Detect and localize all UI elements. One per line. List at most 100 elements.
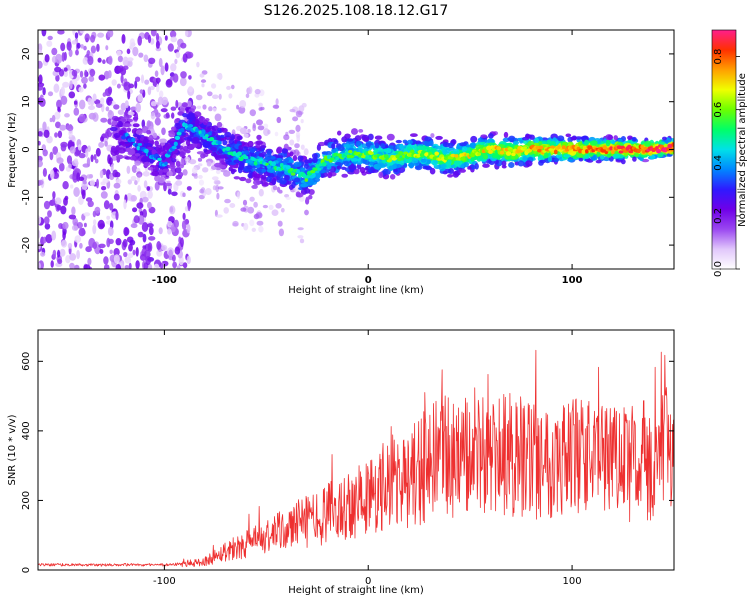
spectral-noise-blob xyxy=(120,74,124,84)
spectrogram-x-label: Height of straight line (km) xyxy=(288,285,424,296)
spectral-band-blob xyxy=(126,114,132,119)
spectral-ridge-blob xyxy=(453,154,459,158)
spectral-noise-blob xyxy=(188,75,192,80)
spectral-noise-blob xyxy=(142,233,147,243)
spectral-band-blob xyxy=(346,138,354,142)
spectral-noise-blob xyxy=(113,193,120,201)
spectral-noise-blob xyxy=(132,249,136,256)
spectral-band-blob xyxy=(364,167,369,171)
spectral-band-blob xyxy=(522,139,528,144)
spectral-band-blob xyxy=(151,165,159,172)
spectral-band-blob xyxy=(200,153,206,159)
spectral-band-blob xyxy=(316,144,321,151)
spectral-noise-blob xyxy=(88,112,97,120)
spectral-band-blob xyxy=(146,147,154,151)
spectral-noise-blob xyxy=(159,90,164,98)
spectral-noise-blob xyxy=(201,83,205,88)
spectral-band-blob xyxy=(241,146,249,152)
spectral-band-blob xyxy=(277,171,283,178)
spectral-band-blob xyxy=(517,160,525,167)
spectral-noise-blob xyxy=(60,86,65,96)
spectral-band-blob xyxy=(352,157,358,162)
spectral-ridge-blob xyxy=(549,145,556,149)
spectral-band-blob xyxy=(447,174,454,178)
spectral-noise-blob xyxy=(133,215,140,224)
spectral-noise-blob xyxy=(49,151,54,161)
spectral-noise-blob xyxy=(71,69,78,77)
spectral-noise-blob xyxy=(97,32,105,38)
spectral-band-blob xyxy=(399,144,404,150)
spectral-band-blob xyxy=(168,164,176,169)
spectral-band-blob xyxy=(188,159,197,165)
spectral-band-blob xyxy=(447,159,452,165)
colorbar-gradient xyxy=(711,29,737,270)
spectral-band-blob xyxy=(380,143,386,149)
spectral-noise-blob xyxy=(167,43,174,52)
spectral-noise-blob xyxy=(169,76,176,81)
spectral-ridge-blob xyxy=(369,151,374,156)
spectral-band-blob xyxy=(292,155,298,162)
spectral-noise-blob xyxy=(239,100,247,108)
spectral-noise-blob xyxy=(108,109,113,116)
y-tick-label: 0 xyxy=(21,146,32,152)
spectral-band-blob xyxy=(172,154,177,159)
spectral-band-blob xyxy=(355,140,362,147)
spectral-noise-blob xyxy=(208,106,213,112)
spectral-noise-blob xyxy=(109,202,114,211)
spectral-band-blob xyxy=(119,141,126,145)
spectral-noise-blob xyxy=(231,84,235,90)
spectral-noise-blob xyxy=(97,219,105,230)
spectral-band-blob xyxy=(371,169,379,173)
spectral-noise-blob xyxy=(255,212,263,219)
colorbar-label: Normalized spectral amplitude xyxy=(737,73,748,227)
spectral-band-blob xyxy=(179,135,184,143)
spectral-noise-blob xyxy=(64,195,69,201)
spectral-band-blob xyxy=(343,143,351,148)
spectral-band-blob xyxy=(327,171,333,179)
spectral-noise-blob xyxy=(90,98,95,106)
spectral-noise-blob xyxy=(102,92,107,97)
spectral-band-blob xyxy=(186,139,191,147)
spectral-noise-blob xyxy=(186,186,192,191)
spectral-noise-blob xyxy=(54,111,61,120)
colorbar-tick-label: 0.0 xyxy=(713,261,724,277)
spectral-noise-blob xyxy=(186,100,192,108)
spectral-noise-blob xyxy=(211,176,219,181)
spectral-noise-blob xyxy=(103,256,109,265)
spectral-ridge-blob xyxy=(346,154,351,159)
spectral-band-blob xyxy=(386,133,395,141)
spectral-noise-blob xyxy=(147,223,154,228)
spectral-band-blob xyxy=(470,135,478,143)
spectral-noise-blob xyxy=(84,33,90,42)
spectral-band-blob xyxy=(322,166,328,170)
spectral-band-blob xyxy=(247,140,254,148)
spectral-band-blob xyxy=(269,173,275,178)
spectral-noise-blob xyxy=(240,207,247,212)
spectral-band-blob xyxy=(187,112,195,119)
spectral-band-blob xyxy=(220,134,225,139)
spectral-band-blob xyxy=(348,164,356,170)
spectral-noise-blob xyxy=(52,191,56,199)
spectral-noise-blob xyxy=(113,254,120,264)
spectral-noise-blob xyxy=(254,93,260,98)
spectral-band-blob xyxy=(631,136,637,142)
spectral-band-blob xyxy=(363,136,370,142)
x-tick-label: -100 xyxy=(153,576,176,587)
spectral-noise-blob xyxy=(149,85,155,91)
spectral-noise-blob xyxy=(88,75,95,82)
spectral-noise-blob xyxy=(90,34,96,43)
spectral-band-blob xyxy=(341,166,347,170)
spectral-ridge-blob xyxy=(486,145,492,151)
spectral-ridge-blob xyxy=(460,156,466,161)
spectral-ridge-blob xyxy=(535,145,540,150)
spectral-noise-blob xyxy=(78,152,86,159)
spectral-band-blob xyxy=(393,168,398,173)
spectral-noise-blob xyxy=(154,117,161,126)
spectral-band-blob xyxy=(143,161,150,167)
spectral-band-blob xyxy=(127,148,136,155)
spectral-band-blob xyxy=(210,146,218,152)
spectral-noise-blob xyxy=(79,30,85,34)
spectral-noise-blob xyxy=(170,106,177,111)
spectral-noise-blob xyxy=(256,119,263,126)
spectral-noise-blob xyxy=(218,93,222,100)
